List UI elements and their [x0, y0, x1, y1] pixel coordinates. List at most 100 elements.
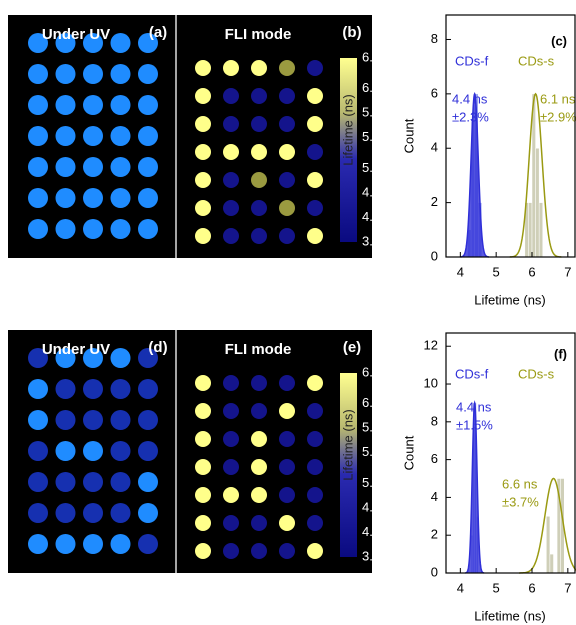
annotation: 4.4 ns	[456, 399, 492, 414]
fli-dot	[251, 172, 267, 188]
uv-dot	[110, 441, 131, 461]
uv-dot	[28, 441, 48, 461]
uv-dot	[138, 348, 158, 368]
y-tick-label: 8	[431, 31, 438, 46]
colorbar-tick-label: 6.3	[362, 80, 380, 95]
fli-dot	[279, 60, 295, 76]
fli-dot	[307, 543, 323, 559]
uv-dot	[138, 472, 158, 492]
uv-dot	[83, 95, 103, 115]
legend-entry: CDs-s	[518, 366, 555, 381]
y-tick-label: 0	[431, 564, 438, 579]
fli-dot	[307, 459, 323, 475]
uv-dot	[138, 95, 158, 115]
fli-dot	[279, 228, 295, 244]
fli-dot	[279, 116, 295, 132]
y-tick-label: 10	[424, 375, 438, 390]
x-tick-label: 7	[564, 580, 571, 595]
colorbar-tick-label: 4.2	[362, 209, 380, 224]
uv-dot	[110, 379, 131, 399]
colorbar-tick-label: 6.3	[362, 395, 380, 410]
uv-dot	[83, 534, 103, 554]
annotation: ±2.3%	[452, 109, 489, 124]
fli-dot	[195, 60, 211, 76]
uv-dot	[83, 472, 103, 492]
fli-dot	[223, 459, 239, 475]
y-tick-label: 0	[431, 248, 438, 263]
uv-dot	[28, 379, 48, 399]
annotation: ±1.5%	[456, 417, 493, 432]
fli-dot	[279, 375, 295, 391]
x-tick-label: 4	[457, 264, 464, 279]
fli-dot	[195, 200, 211, 216]
uv-dot	[28, 219, 48, 239]
fli-dot	[307, 431, 323, 447]
hist-bar	[538, 202, 544, 258]
uv-dot	[83, 188, 103, 208]
y-tick-label: 4	[431, 489, 438, 504]
uv-dot	[28, 348, 48, 368]
fli-dot	[279, 144, 295, 160]
fli-dot	[279, 403, 295, 419]
uv-dot	[110, 503, 131, 523]
fli-dot	[251, 144, 267, 160]
uv-dot	[28, 33, 48, 53]
uv-dot	[138, 188, 158, 208]
colorbar-tick-label: 3.8	[362, 548, 380, 563]
fli-dot	[251, 515, 267, 531]
colorbar-label: Lifetime (ns)	[340, 409, 355, 481]
colorbar-tick-label: 4.6	[362, 184, 380, 199]
uv-dot	[55, 503, 76, 523]
fli-dot	[223, 403, 239, 419]
fli-dot	[279, 431, 295, 447]
x-tick-label: 5	[493, 264, 500, 279]
hist-bar	[549, 553, 554, 574]
legend-entry: CDs-s	[518, 53, 555, 68]
y-tick-label: 2	[431, 527, 438, 542]
uv-dot	[110, 126, 131, 146]
fli-dot	[223, 88, 239, 104]
fli-dot	[223, 60, 239, 76]
uv-dot	[55, 188, 76, 208]
fli-dot	[195, 375, 211, 391]
uv-dot	[110, 33, 131, 53]
fli-dot	[195, 431, 211, 447]
fli-dot	[279, 515, 295, 531]
fli-dot	[307, 515, 323, 531]
uv-dot	[83, 33, 103, 53]
panel-title: FLI mode	[225, 26, 292, 43]
uv-dot	[110, 534, 131, 554]
fli-dot	[195, 144, 211, 160]
fli-dot	[195, 403, 211, 419]
fli-dot	[251, 200, 267, 216]
fli-dot	[223, 543, 239, 559]
uv-dot	[110, 95, 131, 115]
uv-dot	[28, 157, 48, 177]
uv-dot	[28, 503, 48, 523]
uv-dot	[138, 379, 158, 399]
colorbar	[340, 373, 357, 557]
uv-dot	[110, 188, 131, 208]
uv-dot	[55, 441, 76, 461]
fli-dot	[251, 116, 267, 132]
uv-dot	[55, 472, 76, 492]
uv-dot	[138, 534, 158, 554]
fli-dot	[251, 543, 267, 559]
uv-dot	[83, 503, 103, 523]
uv-dot	[83, 64, 103, 84]
fli-dot	[223, 515, 239, 531]
uv-dot	[55, 157, 76, 177]
panel-label: (e)	[343, 339, 361, 356]
fit-curve	[509, 92, 562, 258]
fli-dot	[223, 200, 239, 216]
axes-frame	[445, 14, 576, 258]
axes-frame	[445, 332, 576, 574]
x-tick-label: 6	[528, 264, 535, 279]
uv-dot	[110, 472, 131, 492]
panel-title: FLI mode	[225, 341, 292, 358]
y-tick-label: 6	[431, 85, 438, 100]
fli-dot	[307, 403, 323, 419]
fli-dot	[195, 543, 211, 559]
y-axis-label: Count	[401, 435, 416, 470]
